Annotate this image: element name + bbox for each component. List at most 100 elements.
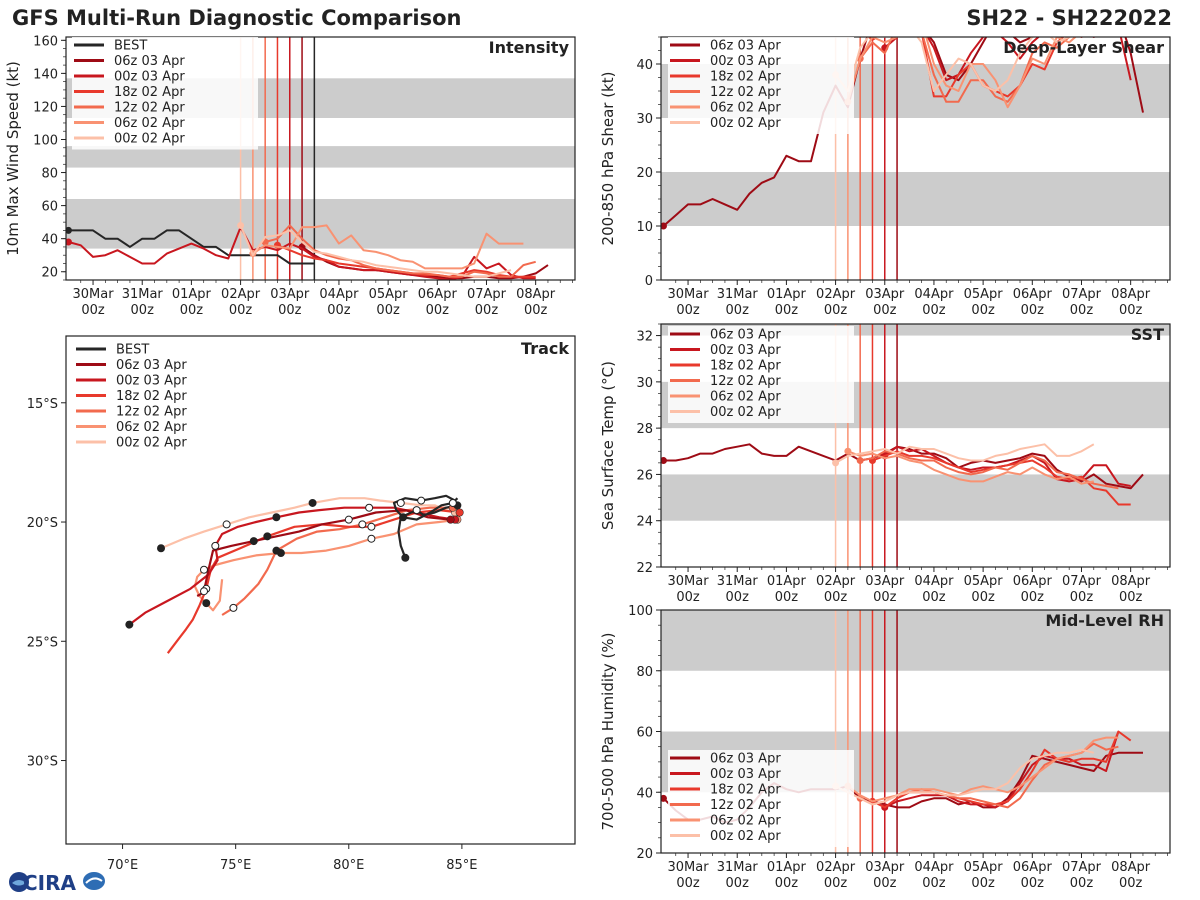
rh-xtick-sublabel-04apr: 00z	[922, 876, 946, 891]
sst-legend-label-00z-02-apr: 00z 02 Apr	[710, 405, 781, 420]
rh-xtick-sublabel-05apr: 00z	[971, 876, 995, 891]
shear-ytick-label-30: 30	[636, 112, 653, 127]
rh-series-00z-02-apr	[835, 748, 1095, 806]
shear-legend-label-12z-02-apr: 12z 02 Apr	[710, 85, 781, 100]
rh-xtick-label-04apr: 04Apr	[914, 860, 954, 875]
track-legend-label-00z-02-apr: 00z 02 Apr	[116, 436, 187, 451]
intensity-band-1	[66, 146, 575, 168]
logo-text: CIRA	[23, 871, 77, 895]
shear-xtick-sublabel-06apr: 00z	[1021, 303, 1045, 318]
sst-series-start-06z-02-apr	[844, 447, 852, 455]
shear-ytick-label-40: 40	[636, 58, 653, 73]
sst-xtick-sublabel-03apr: 00z	[873, 590, 897, 605]
track-legend-box	[74, 341, 260, 454]
track-point-00z-03-apr	[365, 503, 374, 512]
track-ytick-label-15: 15°S	[27, 397, 58, 412]
sst-legend-label-12z-02-apr: 12z 02 Apr	[710, 374, 781, 389]
sst-xtick-label-07apr: 07Apr	[1062, 574, 1102, 589]
sst-xtick-sublabel-02apr: 00z	[824, 590, 848, 605]
rh-xtick-sublabel-07apr: 00z	[1070, 876, 1094, 891]
intensity-legend-label-18z-02-apr: 18z 02 Apr	[114, 85, 185, 100]
shear-series-00z-02-apr	[834, 37, 1072, 92]
intensity-legend-box	[72, 37, 258, 150]
intensity-series-06z-02-apr	[252, 224, 524, 270]
track-line-06z-03-apr	[196, 509, 451, 597]
track-point-18z-02-apr	[263, 532, 272, 541]
sst-panel: 22242628303230Mar00z31Mar00z01Apr00z02Ap…	[599, 323, 1171, 605]
rh-ylabel: 700-500 hPa Humidity (%)	[599, 632, 617, 830]
sst-series-start-06z-03-apr	[661, 457, 667, 465]
rh-legend-label-00z-02-apr: 00z 02 Apr	[710, 829, 781, 844]
intensity-series-start-best	[66, 226, 72, 234]
intensity-xtick-sublabel-04apr: 00z	[327, 303, 351, 318]
shear-legend-label-18z-02-apr: 18z 02 Apr	[710, 70, 781, 85]
intensity-series-00z-02-apr	[239, 225, 512, 278]
sst-legend-label-18z-02-apr: 18z 02 Apr	[710, 359, 781, 374]
sst-band-2	[661, 324, 1170, 336]
rh-series-00z-03-apr	[884, 731, 1120, 809]
intensity-xtick-sublabel-08apr: 00z	[524, 303, 548, 318]
rh-panel: 2040608010030Mar00z31Mar00z01Apr00z02Apr…	[599, 604, 1171, 891]
shear-legend-label-06z-03-apr: 06z 03 Apr	[710, 39, 781, 54]
intensity-xtick-label-30mar: 30Mar	[73, 287, 115, 302]
sst-ytick-label-26: 26	[636, 468, 653, 483]
track-legend-label-best: BEST	[116, 343, 149, 358]
rh-xtick-sublabel-01apr: 00z	[775, 876, 799, 891]
intensity-ytick-label-100: 100	[33, 133, 58, 148]
intensity-xtick-sublabel-31mar: 00z	[131, 303, 155, 318]
intensity-legend-label-00z-02-apr: 00z 02 Apr	[114, 132, 185, 147]
rh-xtick-sublabel-30mar: 00z	[676, 876, 700, 891]
intensity-ytick-label-20: 20	[41, 266, 58, 281]
intensity-xtick-sublabel-06apr: 00z	[426, 303, 450, 318]
shear-xtick-label-06apr: 06Apr	[1013, 287, 1053, 302]
shear-xtick-label-07apr: 07Apr	[1062, 287, 1102, 302]
track-line-00z-02-apr	[160, 497, 456, 550]
rh-series-start-06z-03-apr	[661, 794, 667, 802]
sst-legend-label-00z-03-apr: 00z 03 Apr	[710, 343, 781, 358]
sst-series-start-12z-02-apr	[856, 457, 864, 465]
track-point-00z-02-apr	[222, 520, 231, 529]
rh-xtick-label-31mar: 31Mar	[717, 860, 759, 875]
track-xtick-label-75: 75°E	[220, 858, 251, 873]
sst-xtick-sublabel-31mar: 00z	[726, 590, 750, 605]
track-point-00z-03-apr	[272, 513, 281, 522]
rh-band-1	[661, 610, 1170, 671]
sst-series-00z-02-apr	[835, 443, 1095, 464]
intensity-plot-area	[66, 37, 549, 280]
intensity-xtick-sublabel-03apr: 00z	[278, 303, 302, 318]
track-line-best	[392, 494, 459, 559]
intensity-xtick-sublabel-01apr: 00z	[180, 303, 204, 318]
intensity-xtick-label-05apr: 05Apr	[369, 287, 409, 302]
track-line-06z-02-apr	[193, 518, 458, 612]
shear-band-0	[661, 172, 1170, 226]
track-point-00z-02-apr	[157, 544, 166, 553]
sst-plot-area	[661, 324, 1144, 567]
shear-ytick-label-10: 10	[636, 220, 653, 235]
intensity-legend-label-00z-03-apr: 00z 03 Apr	[114, 70, 185, 85]
intensity-series-12z-02-apr	[264, 224, 536, 278]
sst-frame	[660, 323, 1171, 568]
intensity-xtick-label-31mar: 31Mar	[122, 287, 164, 302]
intensity-xtick-label-04apr: 04Apr	[319, 287, 359, 302]
shear-xtick-sublabel-30mar: 00z	[676, 303, 700, 318]
rh-xtick-sublabel-02apr: 00z	[824, 876, 848, 891]
track-point-00z-02-apr	[396, 498, 405, 507]
shear-xtick-sublabel-05apr: 00z	[971, 303, 995, 318]
track-frame	[65, 335, 576, 845]
sst-title: SST	[1131, 325, 1164, 344]
track-line-00z-03-apr	[128, 506, 456, 626]
intensity-xtick-label-02apr: 02Apr	[221, 287, 261, 302]
track-start-18z-02-apr	[456, 508, 464, 516]
rh-xtick-label-05apr: 05Apr	[964, 860, 1004, 875]
track-point-06z-03-apr	[249, 537, 258, 546]
sst-ytick-label-28: 28	[636, 422, 653, 437]
rh-xtick-label-30mar: 30Mar	[668, 860, 710, 875]
track-legend-label-06z-02-apr: 06z 02 Apr	[116, 420, 187, 435]
rh-xtick-sublabel-08apr: 00z	[1119, 876, 1143, 891]
rh-xtick-sublabel-06apr: 00z	[1021, 876, 1045, 891]
track-point-12z-02-apr	[272, 546, 281, 555]
shear-xtick-label-03apr: 03Apr	[865, 287, 905, 302]
intensity-xtick-label-06apr: 06Apr	[418, 287, 458, 302]
sst-xtick-label-05apr: 05Apr	[964, 574, 1004, 589]
